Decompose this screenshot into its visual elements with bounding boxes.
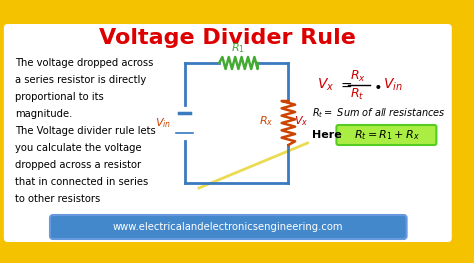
Text: Voltage Divider Rule: Voltage Divider Rule <box>100 28 356 48</box>
Text: magnitude.: magnitude. <box>15 109 73 119</box>
FancyBboxPatch shape <box>337 125 437 145</box>
Text: $R_t = R_1 + R_x$: $R_t = R_1 + R_x$ <box>354 128 419 142</box>
Text: $\bullet$: $\bullet$ <box>373 78 381 92</box>
Text: $R_t$: $R_t$ <box>350 87 365 102</box>
Text: to other resistors: to other resistors <box>15 194 100 204</box>
Text: $R_1$: $R_1$ <box>231 41 246 55</box>
Text: you calculate the voltage: you calculate the voltage <box>15 143 142 153</box>
Text: Here: Here <box>312 130 342 140</box>
Text: $V_{in}$: $V_{in}$ <box>383 77 402 93</box>
Text: The voltage dropped across: The voltage dropped across <box>15 58 154 68</box>
Text: $R_t =$ Sum of all resistances: $R_t =$ Sum of all resistances <box>312 106 446 120</box>
Text: $=$: $=$ <box>338 78 353 92</box>
Text: proportional to its: proportional to its <box>15 92 104 102</box>
Text: $V_x$: $V_x$ <box>317 77 335 93</box>
Text: $R_x$: $R_x$ <box>259 114 273 128</box>
Text: a series resistor is directly: a series resistor is directly <box>15 75 146 85</box>
Text: $V_x$: $V_x$ <box>294 114 309 128</box>
Text: The Voltage divider rule lets: The Voltage divider rule lets <box>15 126 156 136</box>
Text: www.electricalandelectronicsengineering.com: www.electricalandelectronicsengineering.… <box>112 222 343 232</box>
Text: that in connected in series: that in connected in series <box>15 177 149 187</box>
FancyBboxPatch shape <box>50 215 407 239</box>
Text: $R_x$: $R_x$ <box>350 68 365 84</box>
FancyBboxPatch shape <box>4 24 452 242</box>
Text: dropped across a resistor: dropped across a resistor <box>15 160 142 170</box>
Text: $V_{in}$: $V_{in}$ <box>155 116 171 130</box>
